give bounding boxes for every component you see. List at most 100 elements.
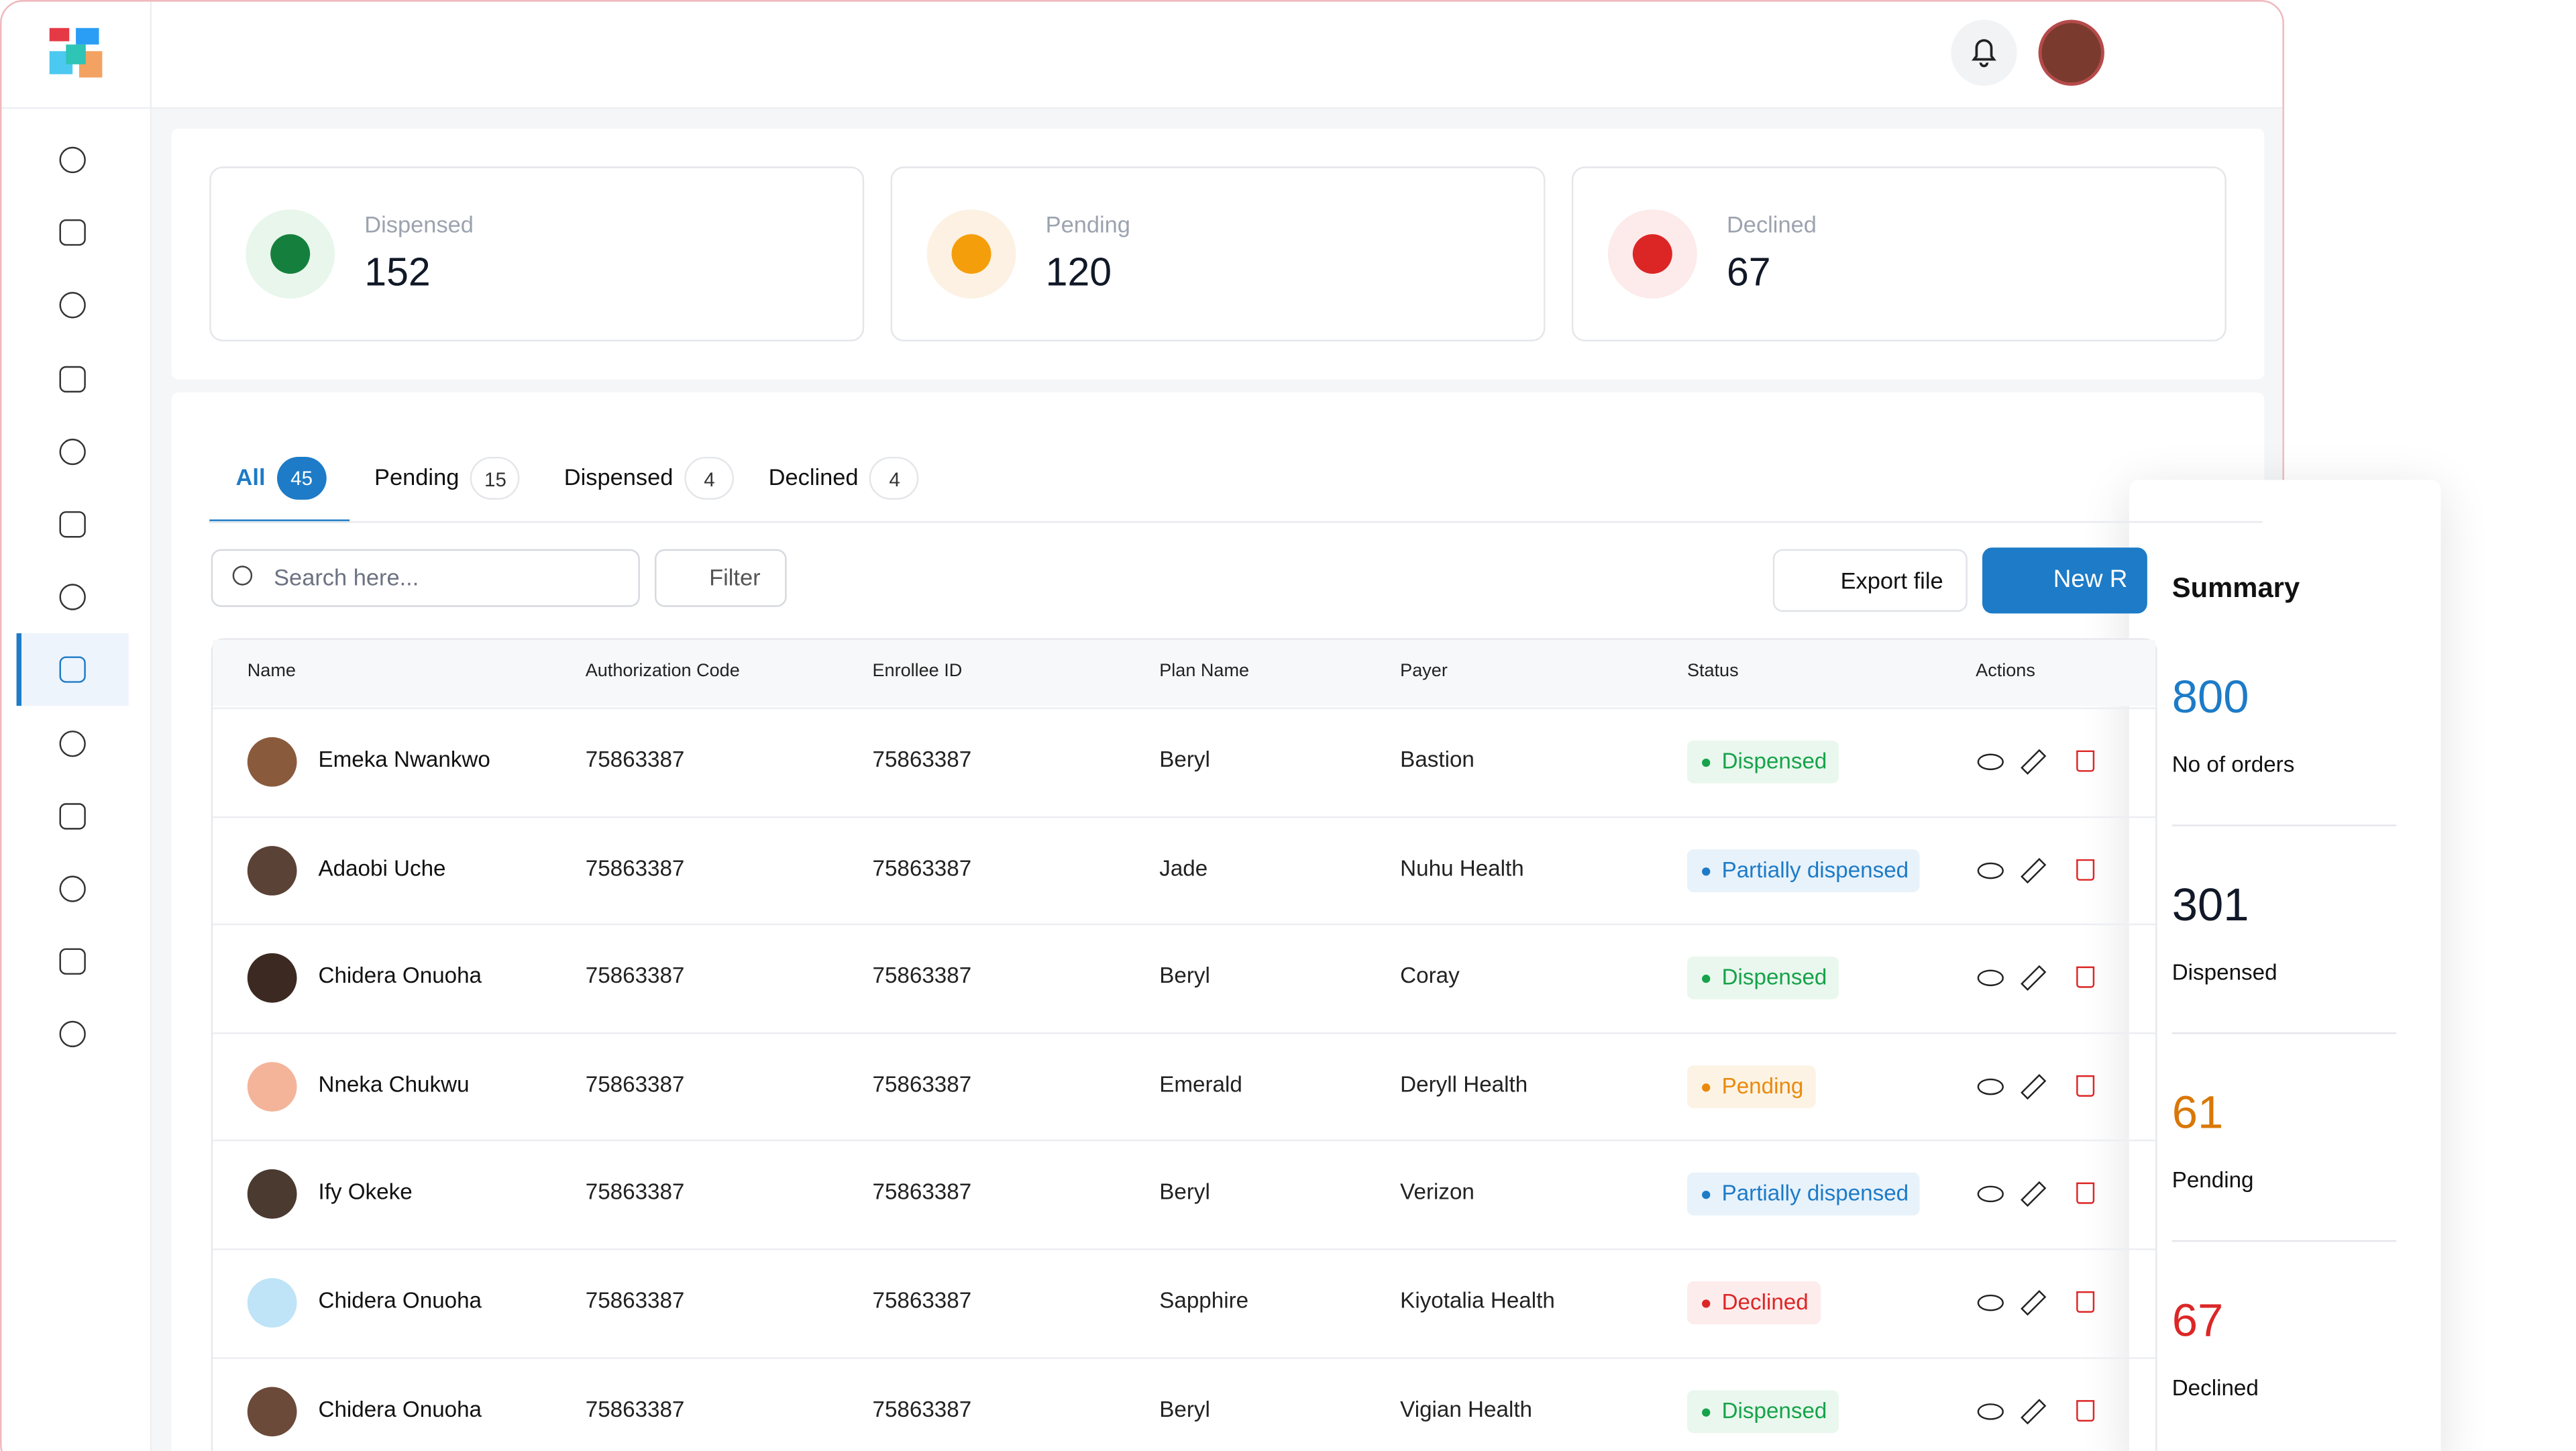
- row-cell: 75863387: [585, 1179, 685, 1205]
- summary-value: 301: [2171, 879, 2249, 930]
- view-icon[interactable]: [1977, 970, 2004, 987]
- sidebar-icon[interactable]: [59, 365, 86, 392]
- tabs-divider: [209, 521, 2263, 523]
- stat-icon-dot: [951, 234, 991, 274]
- row-name: Chidera Onuoha: [318, 963, 482, 989]
- delete-icon[interactable]: [2076, 1399, 2095, 1421]
- tab-underline: [209, 519, 350, 523]
- filter-button[interactable]: [654, 549, 787, 607]
- delete-icon[interactable]: [2076, 1183, 2095, 1205]
- view-icon[interactable]: [1977, 861, 2004, 879]
- column-header: Authorization Code: [585, 661, 740, 682]
- status-badge: Dispensed: [1686, 957, 1839, 1000]
- row-cell: 75863387: [585, 855, 685, 880]
- new-label[interactable]: New R: [2053, 566, 2128, 594]
- view-icon[interactable]: [1977, 753, 2004, 771]
- tab-label[interactable]: Declined: [768, 463, 859, 490]
- sidebar-divider: [150, 1, 152, 1451]
- status-badge: Dispensed: [1686, 1389, 1839, 1433]
- row-cell: 75863387: [872, 1179, 972, 1205]
- row-avatar: [247, 845, 297, 895]
- sidebar-icon[interactable]: [59, 438, 86, 465]
- tab-count[interactable]: 45: [276, 456, 327, 500]
- delete-icon[interactable]: [2076, 967, 2095, 989]
- sidebar-icon[interactable]: [59, 802, 86, 830]
- filter-label[interactable]: Filter: [709, 563, 761, 591]
- sidebar-icon[interactable]: [59, 875, 86, 902]
- summary-label: No of orders: [2171, 752, 2295, 777]
- sidebar-icon[interactable]: [59, 730, 86, 757]
- stat-value: 152: [364, 250, 431, 296]
- view-icon[interactable]: [1977, 1294, 2004, 1311]
- notification-button[interactable]: [1951, 19, 2017, 86]
- sidebar-icon[interactable]: [59, 949, 86, 975]
- row-cell: 75863387: [585, 1288, 685, 1313]
- user-avatar[interactable]: [2038, 19, 2104, 86]
- summary-label: Dispensed: [2171, 959, 2277, 985]
- row-avatar: [247, 1061, 297, 1112]
- delete-icon[interactable]: [2076, 1291, 2095, 1313]
- tab-label[interactable]: Pending: [374, 463, 460, 490]
- summary-divider: [2171, 1032, 2397, 1034]
- row-cell: 75863387: [585, 963, 685, 989]
- row-cell: 75863387: [872, 1071, 972, 1097]
- table-header-bg: [213, 639, 2156, 706]
- export-label[interactable]: Export file: [1840, 567, 1943, 594]
- tab-label[interactable]: Dispensed: [564, 463, 674, 490]
- row-divider: [213, 1356, 2156, 1358]
- search-box[interactable]: [211, 549, 640, 607]
- stat-label: Declined: [1726, 211, 1817, 238]
- row-cell: Jade: [1159, 855, 1208, 880]
- tab-count[interactable]: 15: [470, 456, 521, 500]
- row-cell: 75863387: [585, 747, 685, 772]
- sidebar-icon[interactable]: [59, 1021, 86, 1049]
- row-divider: [213, 707, 2156, 710]
- export-button[interactable]: [1772, 549, 1968, 612]
- sidebar-active-bar: [16, 633, 21, 707]
- tab-count[interactable]: 4: [684, 456, 735, 500]
- row-cell: Verizon: [1400, 1179, 1474, 1205]
- row-name: Chidera Onuoha: [318, 1396, 482, 1421]
- summary-label: Declined: [2171, 1375, 2259, 1401]
- tab-label[interactable]: All: [235, 463, 266, 490]
- column-header: Status: [1686, 661, 1739, 682]
- search-placeholder[interactable]: Search here...: [274, 563, 419, 591]
- summary-value: 800: [2171, 671, 2249, 722]
- row-cell: 75863387: [585, 1071, 685, 1097]
- row-name: Nneka Chukwu: [318, 1071, 470, 1097]
- sidebar-icon[interactable]: [59, 292, 86, 319]
- tab-count[interactable]: 4: [869, 456, 920, 500]
- row-avatar: [247, 953, 297, 1004]
- column-header: Actions: [1976, 661, 2035, 682]
- status-badge: Partially dispensed: [1686, 1173, 1921, 1216]
- sidebar-icon[interactable]: [59, 146, 86, 174]
- logo[interactable]: [43, 21, 109, 87]
- status-dot: [1702, 1407, 1711, 1416]
- stat-label: Pending: [1045, 211, 1130, 238]
- row-divider: [213, 924, 2156, 926]
- delete-icon[interactable]: [2076, 1075, 2095, 1097]
- row-cell: Deryll Health: [1400, 1071, 1528, 1097]
- new-button[interactable]: [1982, 547, 2147, 614]
- search-icon: [232, 566, 253, 586]
- view-icon[interactable]: [1977, 1186, 2004, 1203]
- delete-icon[interactable]: [2076, 858, 2095, 880]
- sidebar-icon[interactable]: [59, 584, 86, 611]
- stat-label: Dispensed: [364, 211, 474, 238]
- row-divider: [213, 815, 2156, 818]
- row-name: Emeka Nwankwo: [318, 747, 490, 772]
- row-cell: 75863387: [872, 1288, 972, 1313]
- sidebar-icon[interactable]: [59, 219, 86, 246]
- view-icon[interactable]: [1977, 1078, 2004, 1095]
- row-cell: Bastion: [1400, 747, 1474, 772]
- sidebar-icon[interactable]: [59, 511, 86, 538]
- status-dot: [1702, 867, 1711, 875]
- status-badge: Declined: [1686, 1281, 1820, 1325]
- sidebar-icon[interactable]: [59, 657, 86, 684]
- view-icon[interactable]: [1977, 1403, 2004, 1419]
- row-cell: Coray: [1400, 963, 1460, 989]
- table-panel: [171, 392, 2265, 1451]
- delete-icon[interactable]: [2076, 750, 2095, 772]
